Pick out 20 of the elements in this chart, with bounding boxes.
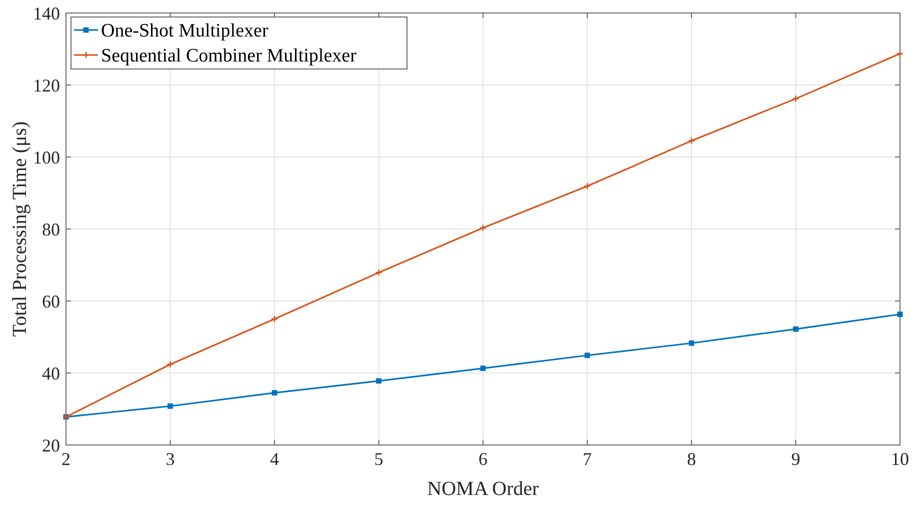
x-tick-label: 7 <box>582 449 592 469</box>
x-tick-label: 9 <box>791 449 800 469</box>
y-tick-label: 60 <box>42 291 60 312</box>
x-tick-label: 3 <box>166 449 175 469</box>
y-tick-label: 40 <box>42 363 60 384</box>
x-tick-label: 8 <box>687 449 696 469</box>
y-tick-label: 80 <box>42 219 60 240</box>
x-tick-label: 6 <box>478 449 488 469</box>
x-tick-label: 5 <box>374 449 384 469</box>
x-tick-label: 4 <box>270 449 279 469</box>
x-axis-title: NOMA Order <box>427 478 540 500</box>
legend-label: Sequential Combiner Multiplexer <box>101 46 358 67</box>
x-tick-label: 10 <box>891 449 909 469</box>
y-axis-title: Total Processing Time (μs) <box>9 121 31 337</box>
legend-label: One-Shot Multiplexer <box>101 20 269 42</box>
y-tick-label: 20 <box>42 435 60 456</box>
y-tick-label: 140 <box>33 3 60 24</box>
y-tick-label: 100 <box>33 147 60 168</box>
y-tick-label: 120 <box>33 75 60 96</box>
x-tick-label: 2 <box>62 449 70 469</box>
